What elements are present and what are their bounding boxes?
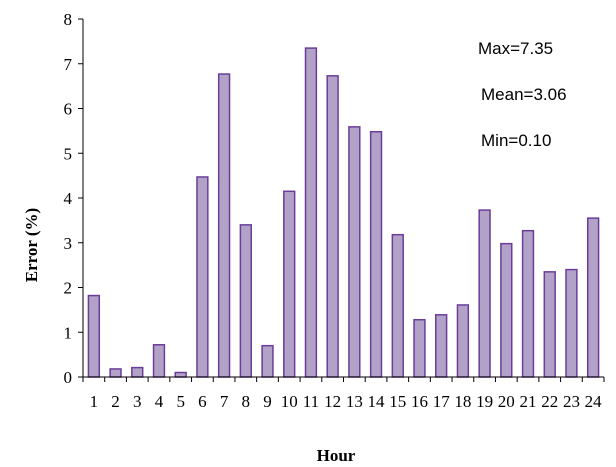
- y-tick-label-3: 3: [64, 234, 73, 253]
- x-tick-label-17: 17: [433, 392, 451, 411]
- bar-hour-8: [239, 224, 252, 378]
- bar-hour-23: [565, 268, 578, 378]
- bar-hour-24: [586, 217, 600, 378]
- mean-annotation: Mean=3.06: [481, 85, 567, 104]
- bar-hour-11: [304, 47, 318, 378]
- bar-hour-7: [217, 73, 231, 378]
- y-tick-label-7: 7: [64, 55, 73, 74]
- y-tick-label-8: 8: [64, 10, 73, 29]
- x-tick-label-24: 24: [585, 392, 603, 411]
- x-tick-label-7: 7: [220, 392, 229, 411]
- bar-hour-3: [131, 366, 144, 378]
- x-tick-label-12: 12: [324, 392, 341, 411]
- bar-hour-14: [369, 131, 383, 378]
- bar-hour-6: [196, 176, 209, 378]
- y-tick-label-6: 6: [64, 100, 73, 119]
- x-tick-label-22: 22: [541, 392, 558, 411]
- bar-hour-9: [261, 344, 274, 378]
- x-tick-label-23: 23: [563, 392, 580, 411]
- bar-hour-21: [521, 229, 535, 378]
- x-tick-label-14: 14: [368, 392, 386, 411]
- x-tick-label-11: 11: [303, 392, 319, 411]
- bar-hour-19: [478, 209, 491, 378]
- y-tick-label-5: 5: [64, 144, 73, 163]
- bar-hour-12: [326, 75, 339, 378]
- x-tick-label-13: 13: [346, 392, 363, 411]
- x-tick-label-2: 2: [111, 392, 120, 411]
- x-tick-label-19: 19: [476, 392, 493, 411]
- min-annotation: Min=0.10: [481, 131, 551, 150]
- y-tick-label-0: 0: [64, 368, 73, 387]
- bar-hour-13: [348, 126, 361, 378]
- x-axis-title: Hour: [317, 446, 356, 465]
- y-tick-label-2: 2: [64, 279, 73, 298]
- x-tick-label-9: 9: [263, 392, 272, 411]
- bar-hour-15: [391, 233, 404, 378]
- bar-hour-20: [500, 242, 513, 378]
- y-tick-label-4: 4: [64, 189, 73, 208]
- x-tick-label-15: 15: [389, 392, 406, 411]
- x-tick-label-8: 8: [242, 392, 251, 411]
- bar-hour-1: [87, 294, 101, 378]
- x-tick-label-3: 3: [133, 392, 142, 411]
- bar-hour-10: [283, 190, 296, 378]
- bar-hour-22: [543, 271, 556, 378]
- bar-hour-5: [174, 371, 187, 378]
- x-tick-label-1: 1: [90, 392, 99, 411]
- bar-hour-16: [413, 318, 426, 378]
- bar-hour-2: [109, 368, 122, 378]
- x-tick-label-10: 10: [281, 392, 298, 411]
- x-tick-label-18: 18: [454, 392, 471, 411]
- bar-hour-4: [152, 344, 166, 378]
- x-tick-label-21: 21: [520, 392, 537, 411]
- bars-group: [87, 47, 600, 378]
- x-tick-label-5: 5: [176, 392, 185, 411]
- x-tick-label-16: 16: [411, 392, 428, 411]
- bar-hour-17: [435, 314, 448, 378]
- y-axis-title: Error (%): [22, 208, 41, 282]
- x-tick-label-4: 4: [155, 392, 164, 411]
- x-tick-label-20: 20: [498, 392, 515, 411]
- y-tick-label-1: 1: [64, 323, 73, 342]
- bar-hour-18: [456, 304, 470, 378]
- max-annotation: Max=7.35: [478, 39, 553, 58]
- x-tick-label-6: 6: [198, 392, 207, 411]
